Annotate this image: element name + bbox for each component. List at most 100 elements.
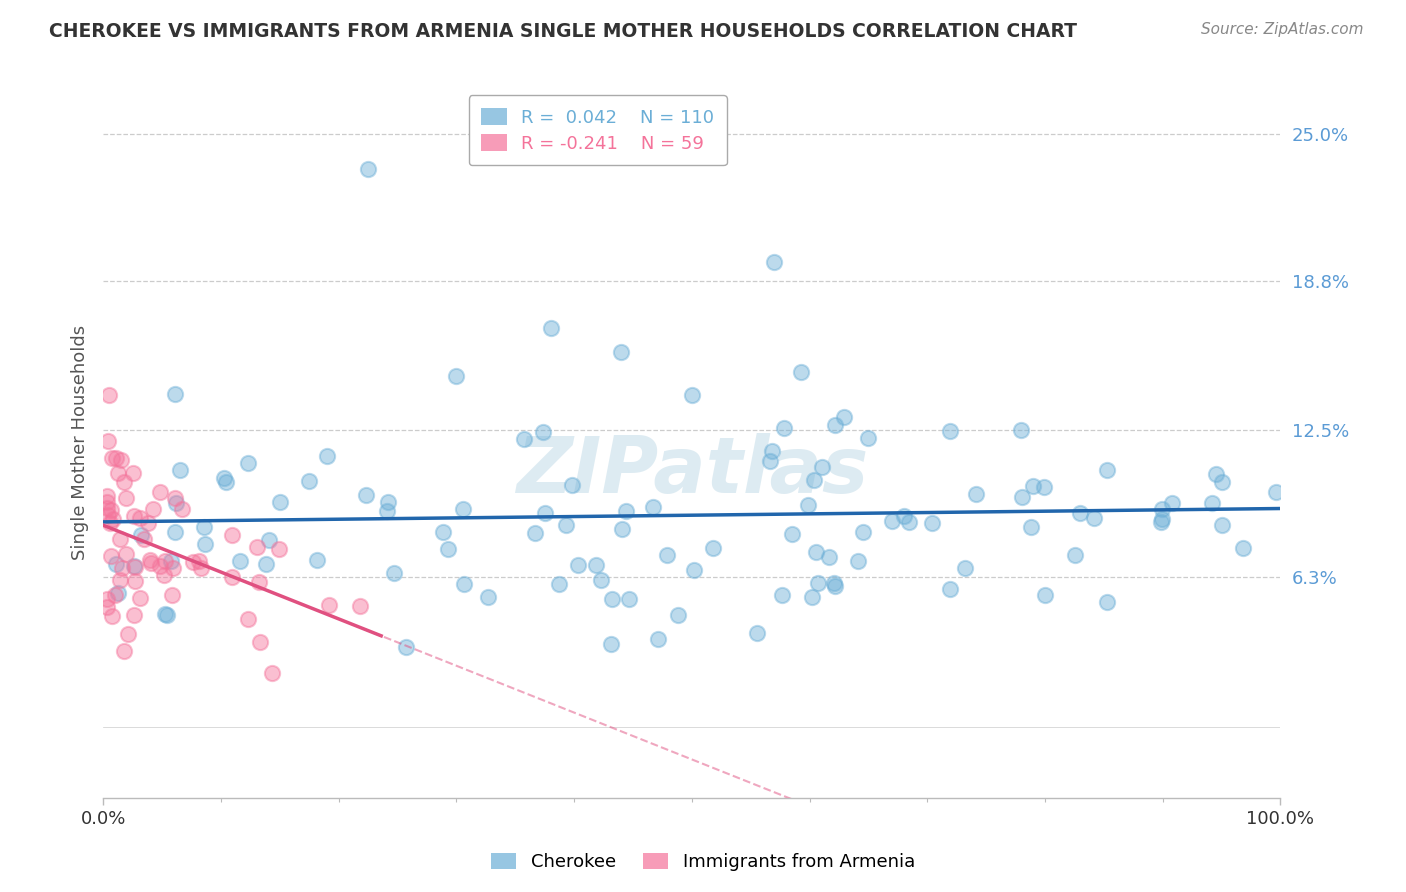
Point — [96, 495, 118, 509]
Point — [215, 475, 238, 489]
Point — [108, 533, 131, 547]
Point — [129, 510, 152, 524]
Point — [152, 567, 174, 582]
Point — [100, 451, 122, 466]
Point — [97, 434, 120, 449]
Point — [1232, 541, 1254, 556]
Point — [643, 500, 665, 515]
Point — [780, 527, 803, 541]
Point — [238, 456, 260, 470]
Point — [98, 516, 121, 530]
Point — [823, 575, 845, 590]
Point — [1205, 467, 1227, 482]
Point — [249, 634, 271, 648]
Point — [315, 449, 337, 463]
Point — [262, 666, 284, 681]
Point — [349, 599, 371, 613]
Point — [149, 559, 172, 574]
Point — [534, 506, 557, 520]
Point — [112, 475, 135, 489]
Point — [160, 554, 183, 568]
Point — [617, 592, 640, 607]
Y-axis label: Single Mother Households: Single Mother Households — [72, 325, 89, 560]
Point — [533, 425, 555, 440]
Point — [117, 626, 139, 640]
Point — [1022, 479, 1045, 493]
Point — [600, 592, 623, 607]
Point — [846, 554, 869, 568]
Point — [103, 588, 125, 602]
Point — [221, 570, 243, 584]
Point — [163, 491, 186, 505]
Point — [122, 558, 145, 573]
Legend: R =  0.042    N = 110, R = -0.241    N = 59: R = 0.042 N = 110, R = -0.241 N = 59 — [468, 95, 727, 166]
Point — [761, 444, 783, 458]
Point — [318, 598, 340, 612]
Point — [655, 548, 678, 562]
Text: CHEROKEE VS IMMIGRANTS FROM ARMENIA SINGLE MOTHER HOUSEHOLDS CORRELATION CHART: CHEROKEE VS IMMIGRANTS FROM ARMENIA SING… — [49, 22, 1077, 41]
Point — [221, 528, 243, 542]
Point — [165, 525, 187, 540]
Point — [1033, 588, 1056, 602]
Point — [111, 561, 134, 575]
Point — [188, 554, 211, 568]
Point — [616, 503, 638, 517]
Point — [114, 491, 136, 506]
Point — [811, 460, 834, 475]
Point — [122, 607, 145, 622]
Point — [100, 503, 122, 517]
Point — [824, 579, 846, 593]
Point — [1063, 548, 1085, 562]
Point — [446, 368, 468, 383]
Point — [858, 430, 880, 444]
Point — [193, 520, 215, 534]
Point — [356, 488, 378, 502]
Point — [122, 508, 145, 523]
Point — [797, 498, 820, 512]
Point — [1083, 511, 1105, 525]
Point — [437, 541, 460, 556]
Point — [702, 541, 724, 555]
Point — [124, 559, 146, 574]
Point — [382, 566, 405, 580]
Point — [259, 533, 281, 548]
Point — [129, 527, 152, 541]
Point — [377, 495, 399, 509]
Point — [100, 549, 122, 563]
Point — [1097, 595, 1119, 609]
Point — [269, 495, 291, 509]
Point — [96, 489, 118, 503]
Point — [1161, 496, 1184, 510]
Point — [298, 474, 321, 488]
Point — [112, 643, 135, 657]
Point — [170, 502, 193, 516]
Point — [165, 496, 187, 510]
Point — [897, 515, 920, 529]
Point — [800, 591, 823, 605]
Point — [682, 563, 704, 577]
Point — [681, 388, 703, 402]
Point — [772, 421, 794, 435]
Point — [513, 432, 536, 446]
Point — [156, 607, 179, 622]
Point — [540, 321, 562, 335]
Point — [155, 607, 177, 622]
Point — [181, 555, 204, 569]
Point — [893, 508, 915, 523]
Point — [806, 576, 828, 591]
Point — [1033, 480, 1056, 494]
Point — [246, 540, 269, 554]
Point — [939, 582, 962, 596]
Point — [451, 502, 474, 516]
Point — [214, 471, 236, 485]
Point — [107, 585, 129, 599]
Point — [763, 255, 786, 269]
Point — [138, 552, 160, 566]
Point — [790, 365, 813, 379]
Point — [194, 537, 217, 551]
Point — [149, 484, 172, 499]
Point — [824, 417, 846, 432]
Point — [163, 386, 186, 401]
Point — [247, 575, 270, 590]
Point — [953, 561, 976, 575]
